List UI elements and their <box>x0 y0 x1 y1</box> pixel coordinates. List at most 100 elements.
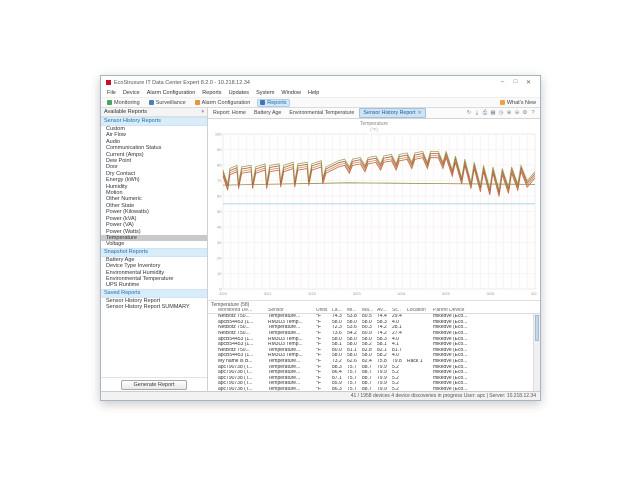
report-tab[interactable]: Environmental Temperature <box>286 109 357 117</box>
tab-label: Report: Home <box>213 110 246 116</box>
sensor-icon-cell <box>208 370 218 375</box>
refresh-icon[interactable]: ↻ <box>466 109 472 116</box>
maximize-button[interactable]: □ <box>513 79 518 85</box>
svg-text:10: 10 <box>217 271 222 276</box>
report-item[interactable]: Dew Point <box>106 158 132 165</box>
report-item[interactable]: Environmental Temperature <box>106 275 174 282</box>
column-header[interactable]: La... <box>332 308 342 313</box>
help-icon[interactable]: ? <box>531 109 535 116</box>
menu-item[interactable]: File <box>107 90 116 96</box>
whats-new-link[interactable]: What's New <box>499 100 536 106</box>
column-header[interactable]: Parent Device <box>433 308 465 313</box>
close-tab-icon[interactable]: ✕ <box>417 110 422 116</box>
graph-plot-area[interactable]: 100 90 80 70 60 50 40 30 20 10 0 3/20 3/21 3/22 3/23 3/… <box>211 133 537 298</box>
report-toolbar: ↻ ⤓ ⎙ ▦ ◷ ⊕ ⊖ ⚙? <box>466 110 538 117</box>
column-header[interactable]: Av... <box>377 308 387 313</box>
calendar-icon[interactable]: ▦ <box>490 109 496 116</box>
table-row[interactable]: apcB54453 (1... RM3U3 Temp... °F 58.0 58.0 58… <box>208 336 540 342</box>
menu-item[interactable]: Device <box>122 90 140 96</box>
report-section-header[interactable]: Snapshot Reports <box>101 247 207 257</box>
report-item[interactable]: Energy (kWh) <box>106 177 140 184</box>
table-cell: RM3U3 Temp... <box>268 336 303 342</box>
table-cell: Temperature... <box>268 381 301 387</box>
report-item[interactable]: Device Type Inventory <box>106 263 161 270</box>
table-cell: 72.3 <box>332 325 342 331</box>
menu-item[interactable]: Reports <box>202 90 222 96</box>
report-item[interactable]: Audio <box>106 138 121 145</box>
menu-item[interactable]: Window <box>281 90 301 96</box>
perspective-label: Surveillance <box>155 99 186 106</box>
report-item[interactable]: Door <box>106 164 118 171</box>
report-tab[interactable]: Sensor History Report ✕ <box>359 108 426 118</box>
report-item[interactable]: Power (Kilowatts) <box>106 209 149 216</box>
table-row[interactable]: NetBotz 750... Temperature... °F 72.3 53.6 80… <box>208 325 540 331</box>
close-button[interactable]: ✕ <box>525 80 532 86</box>
report-item[interactable]: Sensor History Report <box>106 297 161 304</box>
column-header[interactable]: Ma... <box>362 308 374 313</box>
report-section-header[interactable]: Saved Reports <box>101 288 207 298</box>
print-icon[interactable]: ⎙ <box>482 109 488 116</box>
report-item[interactable]: Current (Amps) <box>106 151 144 158</box>
menu-item[interactable]: Alarm Configuration <box>146 90 196 96</box>
column-header[interactable]: St... <box>392 308 401 313</box>
report-item[interactable]: Other State <box>106 202 135 209</box>
table-cell: mikedve (Eco... <box>433 375 468 381</box>
report-item[interactable]: Environmental Humidity <box>106 269 165 276</box>
scrollbar-thumb[interactable] <box>535 315 539 341</box>
report-item[interactable]: UPS Runtime <box>106 282 140 289</box>
column-header[interactable]: Sensor <box>268 308 284 313</box>
table-row[interactable]: apc790738 (T... Temperature... °F 88.3 75.7 8… <box>208 364 540 370</box>
report-item[interactable]: Battery Age <box>106 256 135 263</box>
column-header[interactable]: Units <box>316 308 328 313</box>
column-header[interactable]: Mi... <box>347 308 357 313</box>
table-row[interactable]: apc790738 (T... Temperature... °F 87.1 75.7 8… <box>208 376 540 382</box>
table-row[interactable]: apc790738 (T... Temperature... °F 85.9 75.7 8… <box>208 381 540 387</box>
report-item[interactable]: Power (Watts) <box>106 228 141 235</box>
perspective-tab[interactable]: Reports <box>257 98 290 107</box>
menu-item[interactable]: Help <box>307 90 320 96</box>
table-row[interactable]: apcB54453 (1... RM3U3 Temp... °F 58.0 58.0 58… <box>208 353 540 359</box>
table-row[interactable]: apcB54453 (1... RM3U3 Temp... °F 58.1 58.0 58… <box>208 342 540 348</box>
table-row[interactable]: My name is B... Temperature... °F 73.2 62.6 8… <box>208 359 540 365</box>
table-row[interactable]: apcB54453 (1... RM3U3 Temp... °F 58.0 58.0 58… <box>208 320 540 326</box>
perspective-tab[interactable]: Monitoring <box>105 99 142 107</box>
table-row[interactable]: NetBotz 750... Temperature... °F 80.0 81.1 82… <box>208 348 540 354</box>
report-item[interactable]: Voltage <box>106 241 125 248</box>
report-item[interactable]: Power (VA) <box>106 222 134 229</box>
table-cell: 5.2 <box>392 381 399 387</box>
report-section-header[interactable]: Sensor History Reports <box>101 117 207 126</box>
settings-icon[interactable]: ⚙ <box>522 109 528 116</box>
zoom-in-icon[interactable]: ⊕ <box>506 109 512 116</box>
generate-report-button[interactable]: Generate Report <box>121 379 187 390</box>
report-tab[interactable]: Report: Home <box>210 109 249 117</box>
report-item[interactable]: Other Numeric <box>106 196 142 203</box>
column-header[interactable]: Monitored De... <box>218 308 253 313</box>
table-cell: 54.2 <box>347 331 357 337</box>
menu-item[interactable]: Updates <box>228 90 250 96</box>
column-header[interactable]: Location <box>407 308 426 313</box>
report-item[interactable]: Air Flow <box>106 132 126 139</box>
perspective-tab[interactable]: Alarm Configuration <box>193 99 253 107</box>
table-row[interactable]: apc790738 (T... Temperature... °F 86.4 75.7 8… <box>208 370 540 376</box>
table-scrollbar[interactable] <box>533 314 540 391</box>
report-item[interactable]: Humidity <box>106 183 128 190</box>
table-row[interactable]: apc790738 (T... Temperature... °F 86.3 75.7 8… <box>208 387 540 393</box>
chevron-down-icon[interactable]: ▾ <box>201 109 204 115</box>
clock-icon[interactable]: ◷ <box>498 109 504 116</box>
svg-text:3/20: 3/20 <box>219 291 228 296</box>
report-tab[interactable]: Battery Age <box>251 109 284 117</box>
report-item[interactable]: Communication Status <box>106 145 162 152</box>
table-row[interactable]: NetBotz 750... Temperature... °F 73.6 54.2 80… <box>208 331 540 337</box>
minimize-button[interactable]: – <box>500 79 505 85</box>
report-item[interactable]: Dry Contact <box>106 170 136 177</box>
table-row[interactable]: NetBotz 750... Temperature... °F 74.3 53.8 80… <box>208 314 540 320</box>
zoom-out-icon[interactable]: ⊖ <box>514 109 520 116</box>
report-item[interactable]: Sensor History Report SUMMARY <box>106 304 190 311</box>
report-item[interactable]: Power (kVA) <box>106 215 137 222</box>
report-item[interactable]: Custom <box>106 126 125 132</box>
report-item[interactable]: Temperature <box>101 234 207 242</box>
save-icon[interactable]: ⤓ <box>475 109 479 116</box>
menu-item[interactable]: System <box>256 90 275 96</box>
report-item[interactable]: Motion <box>106 190 123 197</box>
perspective-tab[interactable]: Surveillance <box>147 99 188 107</box>
